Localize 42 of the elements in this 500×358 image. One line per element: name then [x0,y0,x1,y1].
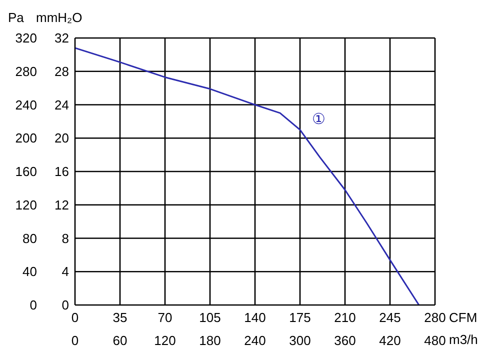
y-tick-label: 240 [15,97,37,112]
x-tick-label: 175 [289,310,311,326]
x2-tick-label: 480 [424,333,446,348]
y-tick-label: 200 [15,130,37,146]
x2-axis-title: m3/h [449,332,478,347]
x-tick-label: 245 [379,310,401,326]
x2-tick-label: 0 [71,333,79,348]
y2-tick-label: 24 [54,97,69,112]
x-tick-label: 105 [199,310,221,326]
x-tick-label: 70 [158,310,172,326]
y2-tick-label: 16 [54,164,69,180]
y2-tick-label: 8 [62,230,69,246]
x-tick-label: 210 [334,310,356,326]
y-tick-label: 160 [15,164,37,180]
x-tick-label: 280 [424,310,446,326]
y2-tick-label: 32 [54,30,69,46]
x-tick-label: 140 [244,310,266,326]
y-tick-label: 80 [22,230,37,246]
x2-tick-label: 60 [112,333,128,348]
annotation: ① [312,110,325,128]
x2-tick-label: 240 [244,333,266,348]
x2-tick-label: 420 [379,333,401,348]
y2-tick-label: 12 [54,197,69,212]
y-axis-title: Pa [8,10,24,25]
x-axis-title: CFM [449,310,478,325]
y-tick-label: 280 [15,64,37,79]
y2-tick-label: 4 [62,264,69,280]
y2-tick-label: 28 [54,64,69,79]
y-tick-label: 0 [30,298,37,313]
x2-tick-label: 300 [289,333,311,348]
x-tick-label: 35 [112,310,128,326]
line-series [75,47,420,305]
x2-tick-label: 360 [334,333,356,348]
x2-tick-label: 120 [154,333,176,348]
y2-axis-title: mmH₂O [36,10,82,25]
x-tick-label: 0 [71,310,79,326]
x2-tick-label: 180 [199,333,221,348]
y-tick-label: 40 [22,264,37,280]
y-tick-label: 320 [15,30,37,46]
y2-tick-label: 20 [54,130,69,146]
y-tick-label: 120 [15,197,37,212]
y2-tick-label: 0 [62,298,69,313]
